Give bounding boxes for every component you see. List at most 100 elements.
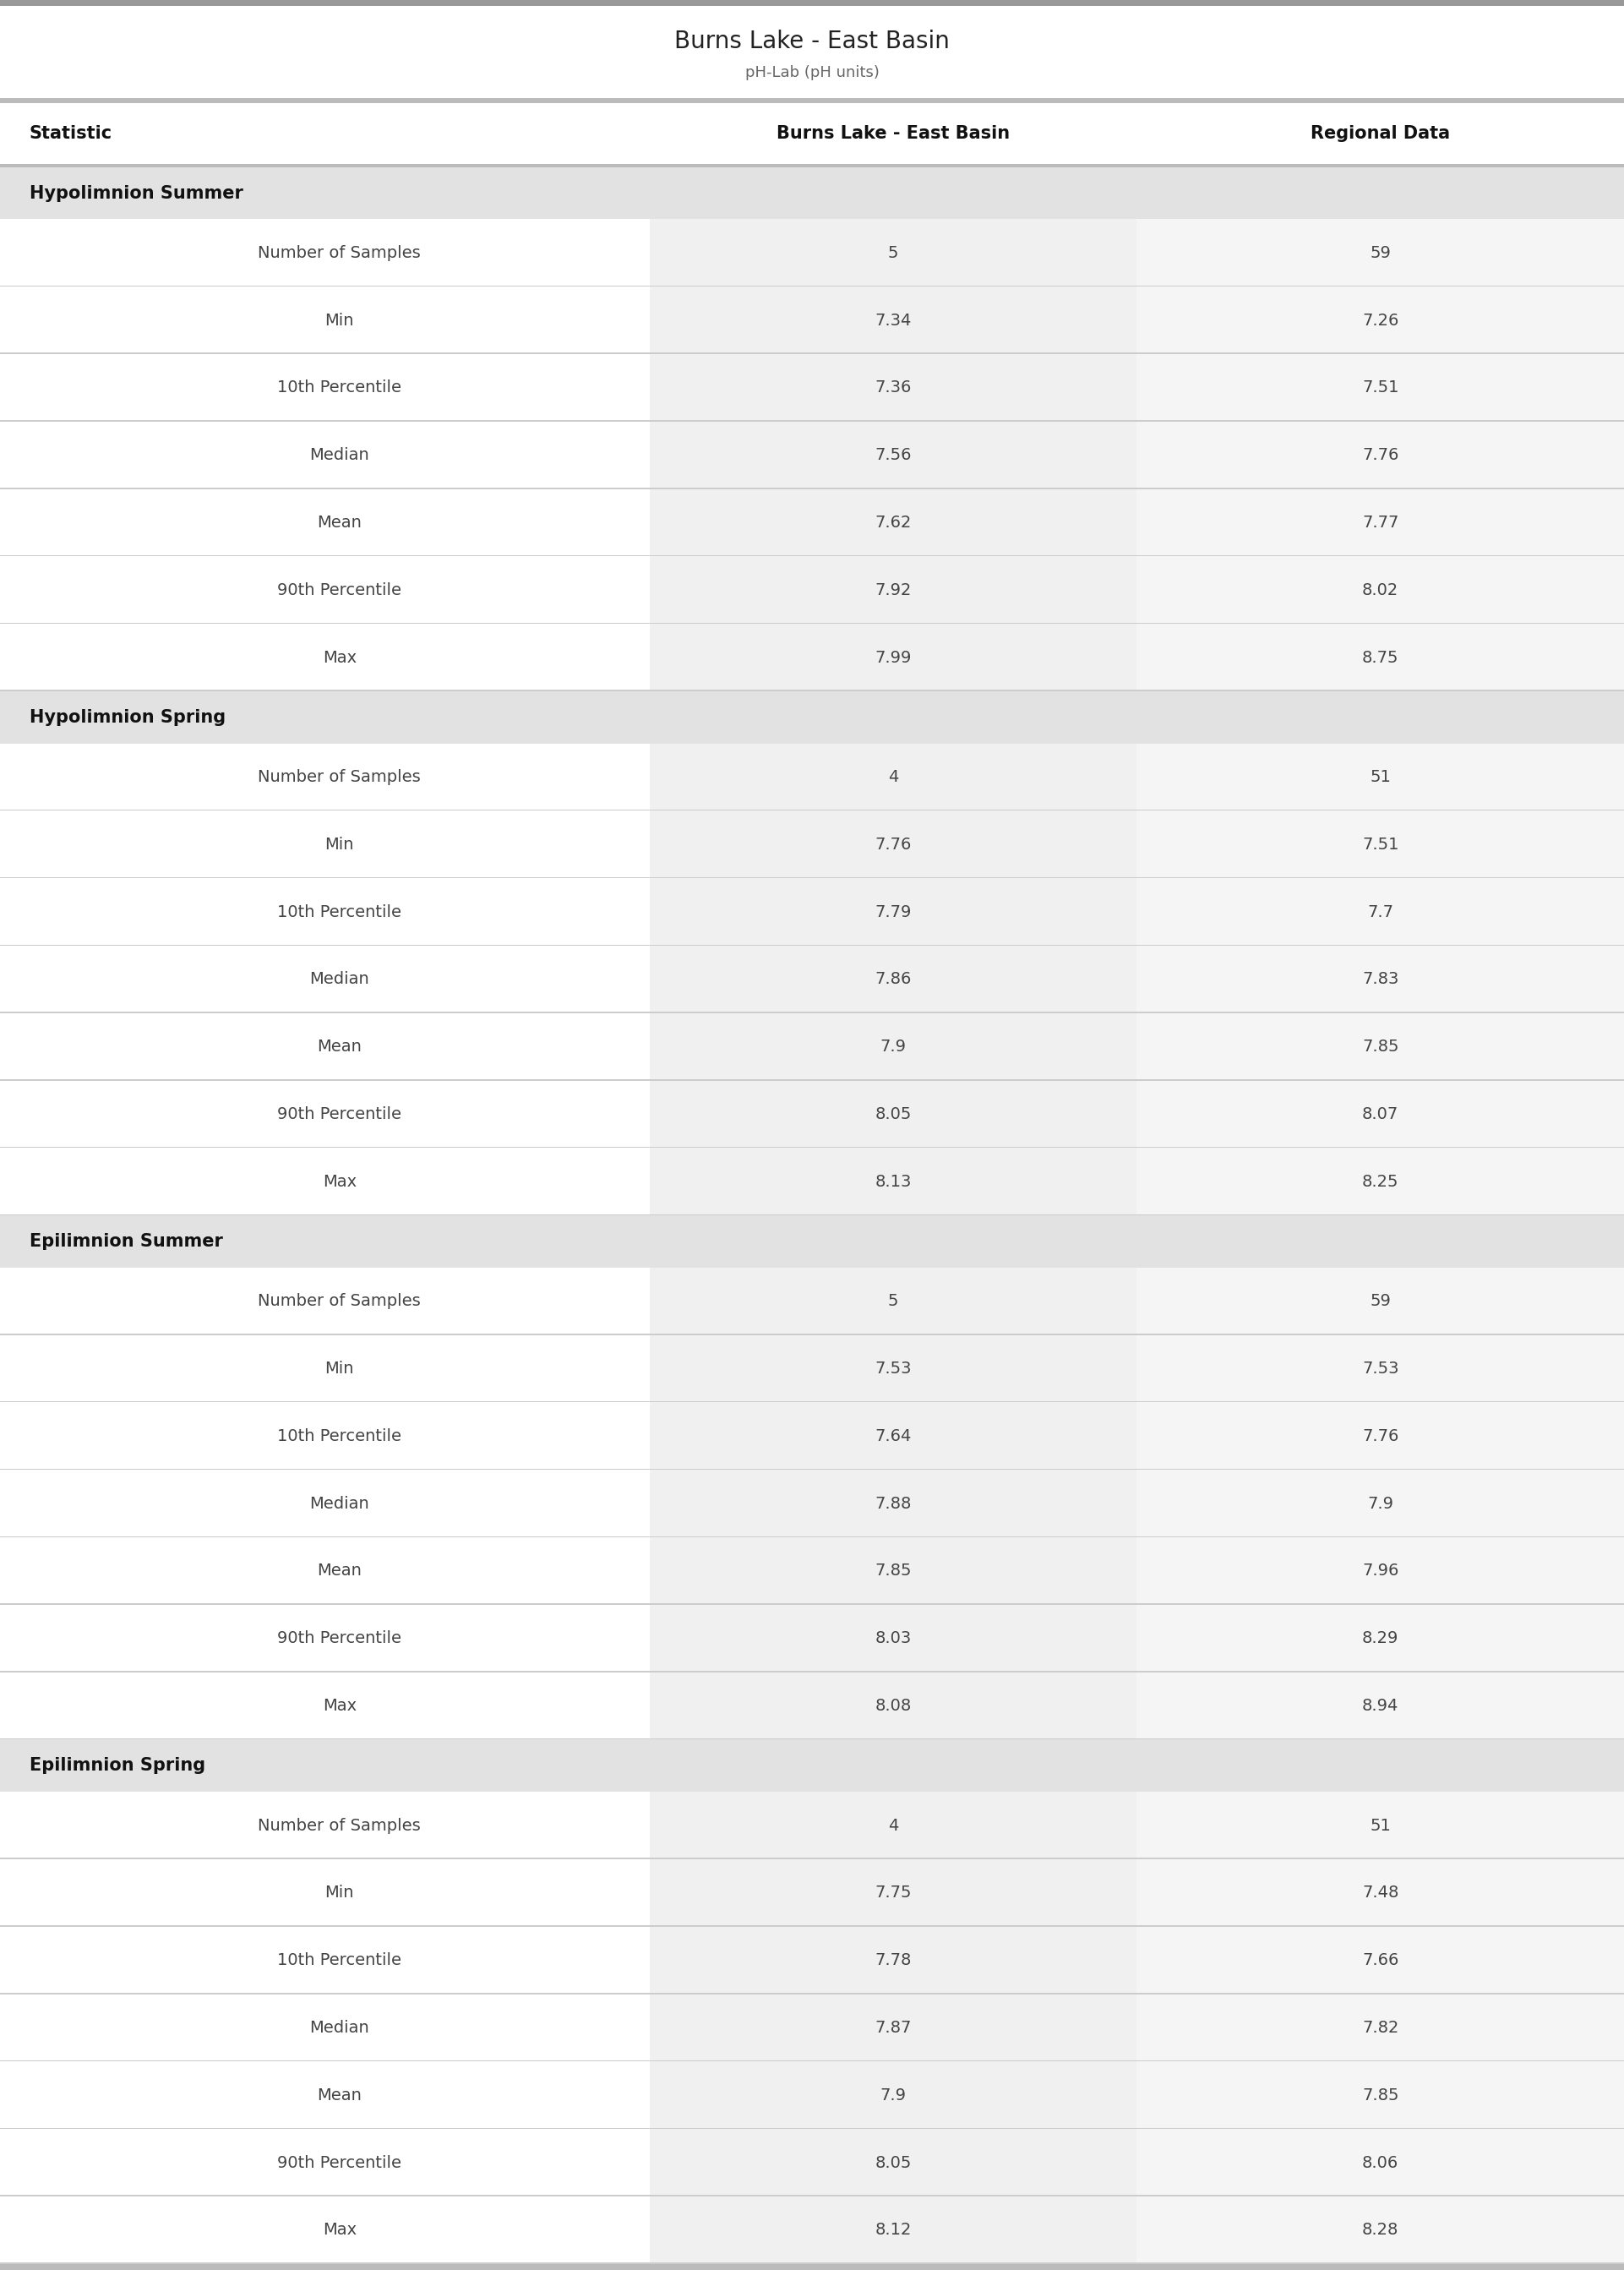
Bar: [0, 810, 650, 878]
Bar: [1137, 742, 1624, 810]
Text: 8.29: 8.29: [1363, 1630, 1398, 1646]
Text: Number of Samples: Number of Samples: [258, 1294, 421, 1310]
Bar: [650, 1605, 1137, 1673]
Text: Min: Min: [325, 838, 354, 854]
Text: Median: Median: [310, 1496, 369, 1512]
Text: 8.75: 8.75: [1363, 649, 1398, 665]
Bar: [650, 220, 1137, 286]
Bar: [1137, 1791, 1624, 1859]
Bar: [0, 1012, 650, 1081]
Bar: [0, 624, 650, 692]
Text: Min: Min: [325, 313, 354, 329]
Bar: [650, 1081, 1137, 1149]
Text: 90th Percentile: 90th Percentile: [278, 1630, 401, 1646]
Text: Hypolimnion Spring: Hypolimnion Spring: [29, 708, 226, 726]
Text: Max: Max: [323, 1174, 356, 1189]
Bar: [1137, 2197, 1624, 2263]
Bar: [1137, 1859, 1624, 1927]
Text: 8.12: 8.12: [875, 2222, 911, 2238]
Text: Mean: Mean: [317, 2086, 362, 2104]
Text: 7.34: 7.34: [875, 313, 911, 329]
Text: 8.08: 8.08: [875, 1698, 911, 1714]
Text: Number of Samples: Number of Samples: [258, 770, 421, 785]
Bar: [1137, 556, 1624, 624]
Bar: [0, 1673, 650, 1739]
Text: 7.79: 7.79: [875, 903, 911, 919]
Bar: [0, 220, 650, 286]
Text: Number of Samples: Number of Samples: [258, 1818, 421, 1834]
Bar: [1137, 1081, 1624, 1149]
Text: 10th Percentile: 10th Percentile: [278, 1428, 401, 1444]
Bar: [1137, 422, 1624, 488]
Text: 8.05: 8.05: [875, 1105, 911, 1121]
Bar: [650, 1335, 1137, 1403]
Bar: [650, 1673, 1137, 1739]
Text: 7.36: 7.36: [875, 379, 911, 395]
Bar: [650, 286, 1137, 354]
Text: 8.06: 8.06: [1363, 2154, 1398, 2170]
Text: 7.48: 7.48: [1363, 1884, 1398, 1900]
Text: 5: 5: [888, 245, 898, 261]
Bar: [0, 1993, 650, 2061]
Bar: [0, 2263, 1624, 2270]
Bar: [1137, 1335, 1624, 1403]
Bar: [0, 102, 1624, 163]
Bar: [650, 1993, 1137, 2061]
Bar: [0, 742, 650, 810]
Text: Epilimnion Spring: Epilimnion Spring: [29, 1757, 205, 1775]
Text: 5: 5: [888, 1294, 898, 1310]
Text: 7.99: 7.99: [875, 649, 911, 665]
Text: 7.92: 7.92: [875, 581, 911, 597]
Text: 7.78: 7.78: [875, 1952, 911, 1968]
Text: 7.9: 7.9: [1367, 1496, 1393, 1512]
Text: 4: 4: [888, 770, 898, 785]
Bar: [650, 742, 1137, 810]
Bar: [0, 692, 1624, 742]
Text: Burns Lake - East Basin: Burns Lake - East Basin: [776, 125, 1010, 141]
Bar: [650, 1859, 1137, 1927]
Text: 8.25: 8.25: [1363, 1174, 1398, 1189]
Bar: [650, 878, 1137, 947]
Text: 7.83: 7.83: [1363, 972, 1398, 987]
Bar: [1137, 1012, 1624, 1081]
Text: 7.76: 7.76: [875, 838, 911, 854]
Text: 7.85: 7.85: [875, 1564, 911, 1580]
Bar: [0, 1537, 650, 1605]
Text: 7.85: 7.85: [1363, 1040, 1398, 1056]
Text: 7.76: 7.76: [1363, 1428, 1398, 1444]
Bar: [1137, 2061, 1624, 2129]
Text: 7.88: 7.88: [875, 1496, 911, 1512]
Text: 51: 51: [1371, 770, 1390, 785]
Text: Burns Lake - East Basin: Burns Lake - East Basin: [674, 30, 950, 52]
Text: 8.13: 8.13: [875, 1174, 911, 1189]
Text: Max: Max: [323, 2222, 356, 2238]
Text: Max: Max: [323, 649, 356, 665]
Bar: [1137, 286, 1624, 354]
Bar: [0, 422, 650, 488]
Text: 8.05: 8.05: [875, 2154, 911, 2170]
Text: 7.53: 7.53: [875, 1360, 911, 1378]
Bar: [0, 354, 650, 422]
Text: Mean: Mean: [317, 1564, 362, 1580]
Text: 59: 59: [1371, 245, 1390, 261]
Text: 7.56: 7.56: [875, 447, 911, 463]
Bar: [650, 947, 1137, 1012]
Text: 7.82: 7.82: [1363, 2020, 1398, 2036]
Bar: [650, 1471, 1137, 1537]
Text: Median: Median: [310, 447, 369, 463]
Bar: [1137, 1537, 1624, 1605]
Text: 8.03: 8.03: [875, 1630, 911, 1646]
Bar: [1137, 354, 1624, 422]
Text: 7.7: 7.7: [1367, 903, 1393, 919]
Bar: [1137, 1149, 1624, 1214]
Bar: [0, 2129, 650, 2197]
Bar: [1137, 1993, 1624, 2061]
Bar: [650, 354, 1137, 422]
Text: 10th Percentile: 10th Percentile: [278, 903, 401, 919]
Bar: [650, 1012, 1137, 1081]
Bar: [650, 1791, 1137, 1859]
Bar: [0, 7, 1624, 98]
Text: 4: 4: [888, 1818, 898, 1834]
Text: Min: Min: [325, 1360, 354, 1378]
Text: 10th Percentile: 10th Percentile: [278, 379, 401, 395]
